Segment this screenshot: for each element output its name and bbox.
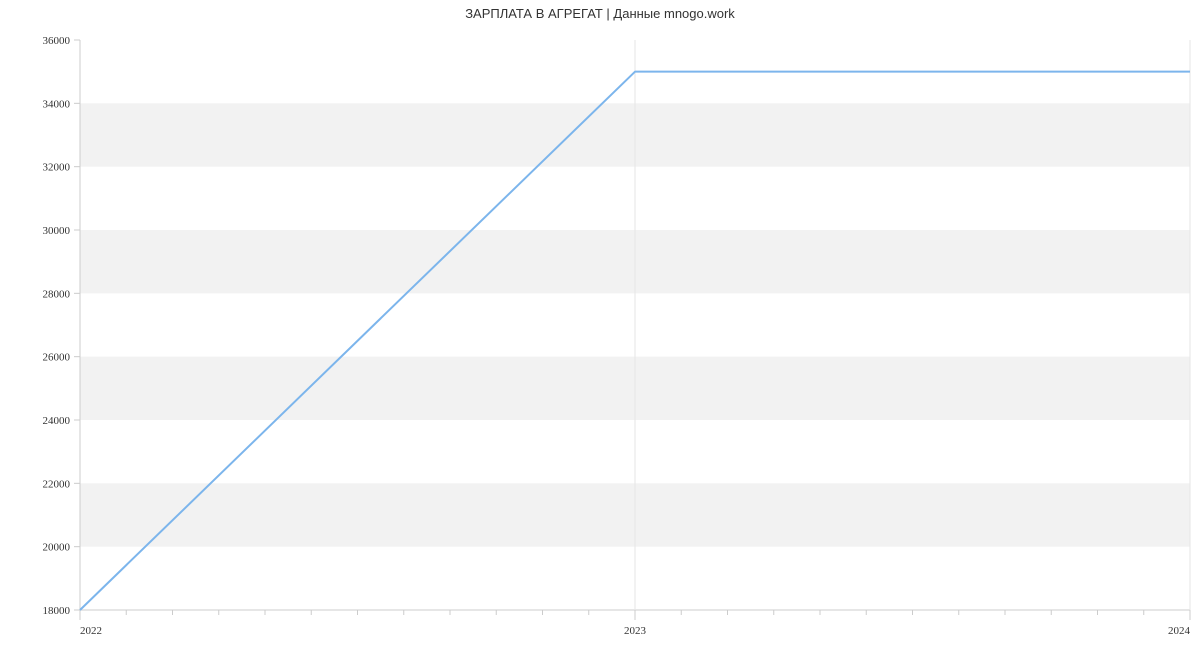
svg-text:32000: 32000 — [43, 162, 71, 174]
svg-text:2023: 2023 — [624, 625, 647, 637]
salary-chart: ЗАРПЛАТА В АГРЕГАТ | Данные mnogo.work 1… — [0, 0, 1200, 650]
svg-text:30000: 30000 — [43, 225, 71, 237]
svg-text:24000: 24000 — [43, 415, 71, 427]
svg-text:18000: 18000 — [43, 605, 71, 617]
svg-text:22000: 22000 — [43, 478, 71, 490]
svg-text:34000: 34000 — [43, 98, 71, 110]
svg-text:26000: 26000 — [43, 352, 71, 364]
svg-text:2024: 2024 — [1168, 625, 1191, 637]
svg-text:20000: 20000 — [43, 542, 71, 554]
chart-title: ЗАРПЛАТА В АГРЕГАТ | Данные mnogo.work — [0, 6, 1200, 21]
svg-text:2022: 2022 — [80, 625, 102, 637]
svg-text:36000: 36000 — [43, 35, 71, 47]
svg-text:28000: 28000 — [43, 288, 71, 300]
chart-svg: 18000 20000 22000 24000 26000 28000 30000 32000… — [0, 0, 1200, 650]
